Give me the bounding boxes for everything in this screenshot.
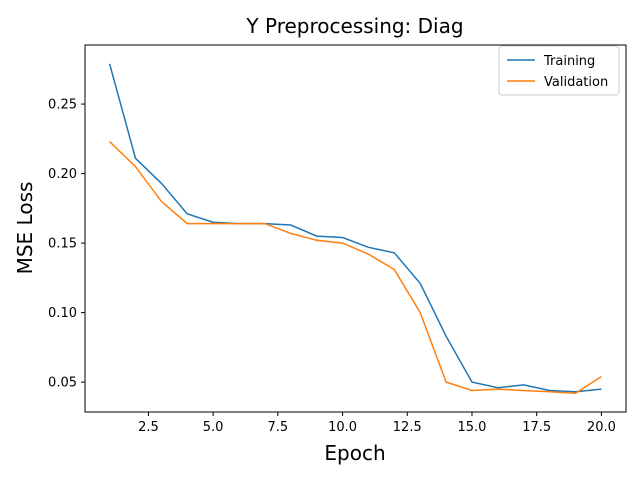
x-tick-label: 10.0 [328, 420, 357, 435]
y-tick-label: 0.15 [48, 237, 77, 252]
legend-label-validation: Validation [544, 75, 608, 90]
x-tick-label: 20.0 [587, 420, 616, 435]
x-tick-label: 5.0 [203, 420, 224, 435]
y-tick-label: 0.05 [48, 376, 77, 391]
legend-box [498, 45, 620, 96]
x-tick-label: 15.0 [458, 420, 487, 435]
x-axis-title: Epoch [324, 441, 385, 465]
x-tick-label: 2.5 [138, 420, 159, 435]
x-tick-label: 17.5 [522, 420, 551, 435]
x-tick-label: 12.5 [393, 420, 422, 435]
plot-frame [84, 44, 627, 413]
x-tick-label: 7.5 [268, 420, 289, 435]
series-line-validation [109, 141, 602, 394]
legend: Training Validation [498, 45, 620, 96]
legend-label-training: Training [543, 54, 595, 69]
y-tick-label: 0.20 [48, 167, 77, 182]
series-line-training [108, 63, 602, 393]
y-tick-label: 0.25 [48, 98, 77, 113]
y-tick-label: 0.10 [48, 306, 77, 321]
chart-title: Y Preprocessing: Diag [245, 14, 463, 38]
y-axis-title: MSE Loss [13, 182, 37, 275]
